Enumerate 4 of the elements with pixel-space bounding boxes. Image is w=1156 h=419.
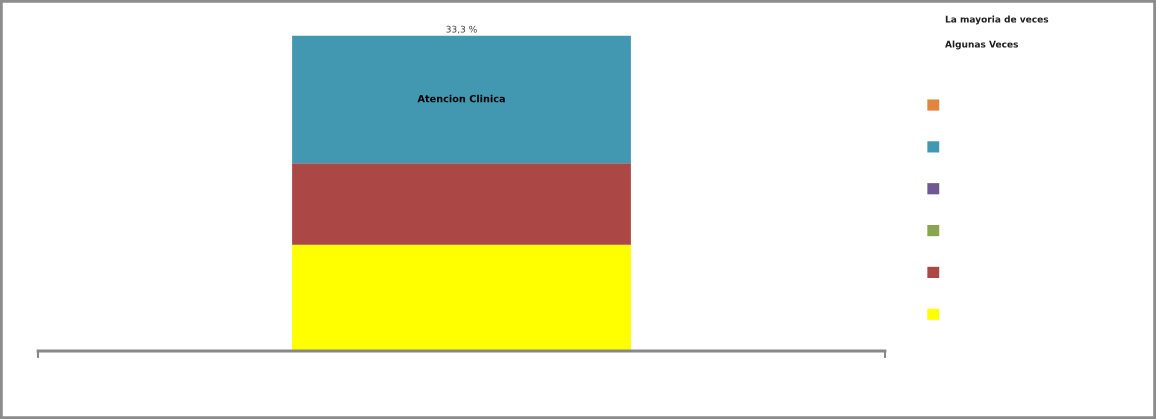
text: Algunas Veces xyxy=(945,40,1019,50)
text: La mayoria de veces xyxy=(945,15,1049,25)
series-label: Atencion Clinica xyxy=(417,94,505,103)
data-label: 33,3 % xyxy=(446,25,477,34)
